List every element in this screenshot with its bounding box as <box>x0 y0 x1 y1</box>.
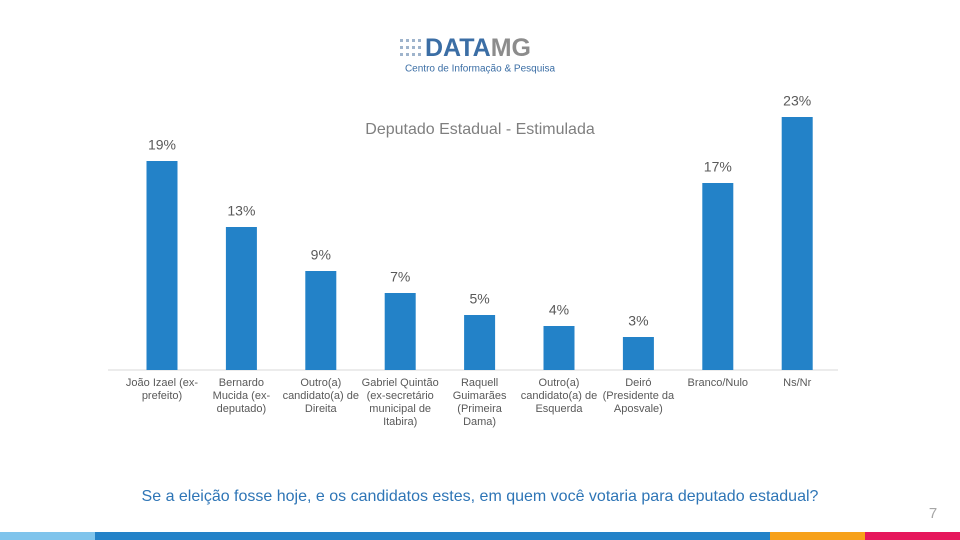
bar <box>702 183 734 370</box>
bar <box>543 326 575 370</box>
x-tick-label: Outro(a) candidato(a) de Esquerda <box>520 377 598 415</box>
value-label: 5% <box>469 291 489 307</box>
x-tick-label: Bernardo Mucida (ex-deputado) <box>212 377 271 415</box>
chart-title: Deputado Estadual - Estimulada <box>365 121 595 138</box>
footer-stripe <box>0 532 95 540</box>
logo-text: DATAMG <box>425 34 531 62</box>
x-tick-label: Outro(a) candidato(a) de Direita <box>282 377 360 415</box>
value-label: 7% <box>390 269 410 285</box>
value-label: 13% <box>227 203 255 219</box>
bar <box>225 227 257 370</box>
logo-main: DATA <box>425 34 491 62</box>
bar <box>305 271 337 370</box>
logo-accent: MG <box>491 34 531 62</box>
value-label: 19% <box>148 137 176 153</box>
value-label: 4% <box>549 302 569 318</box>
x-tick-label: Raquell Guimarães (Primeira Dama) <box>452 377 507 428</box>
footer-stripe <box>770 532 865 540</box>
x-tick-label: João Izael (ex-prefeito) <box>125 377 199 402</box>
bar <box>622 337 654 370</box>
question: Se a eleição fosse hoje, e os candidatos… <box>142 488 819 505</box>
bar <box>781 117 813 370</box>
value-label: 17% <box>704 159 732 175</box>
x-tick-label: Branco/Nulo <box>687 377 749 389</box>
page-number: 7 <box>929 505 937 522</box>
bar <box>464 315 496 370</box>
x-tick-label: Gabriel Quintão (ex-secretário municipal… <box>361 377 439 428</box>
footer-stripe <box>95 532 770 540</box>
footer-stripe <box>865 532 960 540</box>
bar <box>384 293 416 370</box>
x-tick-label: Deiró (Presidente da Aposvale) <box>602 377 675 415</box>
value-label: 3% <box>628 313 648 329</box>
value-label: 23% <box>783 93 811 109</box>
value-label: 9% <box>311 247 331 263</box>
logo-tagline: Centro de Informação & Pesquisa <box>405 64 556 75</box>
x-tick-label: Ns/Nr <box>783 377 812 389</box>
bar <box>146 161 178 370</box>
logo-dots <box>400 39 421 56</box>
